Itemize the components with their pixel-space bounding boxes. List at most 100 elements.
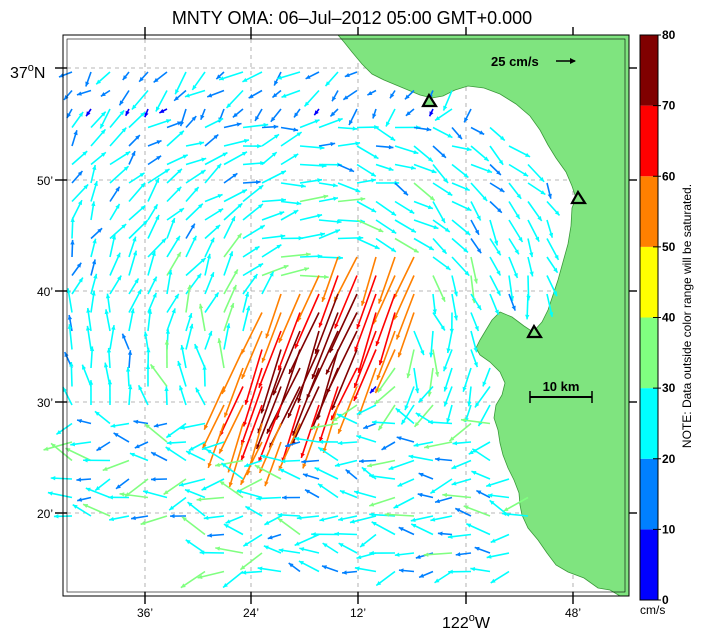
current-vector-head — [497, 208, 502, 213]
current-vector-head — [241, 570, 247, 575]
current-vector-head — [396, 334, 401, 340]
current-vector-head — [476, 304, 482, 310]
current-vector-head — [424, 444, 429, 449]
current-vector-head — [139, 76, 144, 82]
current-vector-head — [434, 578, 440, 583]
current-vector-head — [443, 366, 448, 372]
current-vector-head — [232, 284, 237, 290]
current-vector — [239, 552, 263, 571]
current-vector — [218, 404, 244, 454]
current-vector-head — [107, 379, 113, 385]
current-vector-head — [472, 448, 478, 454]
current-vector-head — [410, 228, 416, 233]
current-vector-head — [375, 340, 380, 346]
current-vector-head — [96, 79, 102, 85]
current-vector-head — [257, 143, 262, 149]
current-vector-head — [451, 481, 457, 486]
current-vector-head — [326, 369, 331, 375]
current-vector-head — [479, 130, 485, 135]
current-vector-head — [267, 535, 273, 540]
current-vector — [358, 367, 377, 416]
current-vector — [181, 516, 206, 536]
current-vector — [219, 480, 244, 499]
current-vector-head — [474, 546, 480, 551]
current-vector — [223, 284, 237, 313]
current-vector-head — [226, 323, 231, 329]
current-vector-head — [69, 361, 74, 367]
current-vector-head — [164, 386, 169, 392]
current-vector-head — [252, 274, 258, 280]
current-vector — [281, 404, 301, 463]
current-vector-head — [206, 449, 212, 454]
current-vector-head — [97, 228, 103, 233]
colorbar-tick-label: 0 — [662, 593, 669, 607]
current-vector — [321, 256, 339, 303]
colorbar-tick-label: 80 — [662, 28, 676, 42]
current-vector-head — [119, 492, 125, 497]
current-vector-head — [104, 309, 109, 315]
current-vector-head — [337, 428, 342, 434]
current-vector-head — [236, 122, 242, 127]
current-vector-head — [280, 459, 286, 464]
current-vector — [361, 256, 377, 306]
current-vector-head — [159, 108, 165, 113]
current-vector-head — [180, 425, 185, 430]
current-vector — [384, 513, 415, 517]
current-vector-head — [216, 163, 222, 169]
current-vector-head — [467, 401, 472, 407]
current-vector-head — [440, 218, 446, 224]
current-vector — [201, 404, 225, 449]
current-vector-head — [257, 566, 263, 571]
current-vector-head — [376, 374, 381, 380]
current-vector-head — [223, 524, 229, 529]
current-vector-head — [254, 246, 260, 251]
current-vector-head — [111, 234, 117, 240]
current-vector-head — [473, 362, 478, 368]
current-vector — [311, 367, 339, 430]
current-vector-head — [374, 244, 380, 249]
current-vector-head — [395, 408, 401, 413]
current-vector — [277, 517, 301, 536]
current-vector-head — [88, 380, 94, 385]
current-vector — [240, 312, 263, 355]
current-vector-head — [332, 416, 338, 422]
current-vector-head — [455, 508, 461, 513]
lat-label-30: 30’ — [37, 396, 53, 410]
current-vector — [280, 267, 310, 277]
current-vector-head — [329, 347, 334, 353]
current-vector-head — [100, 92, 106, 97]
current-vector-head — [161, 238, 167, 244]
current-vector-head — [294, 112, 299, 118]
current-vector-head — [296, 132, 302, 137]
current-vector — [242, 367, 263, 427]
current-vector-head — [188, 446, 194, 451]
current-vector-head — [121, 224, 127, 229]
current-vector-head — [200, 258, 206, 263]
current-vector-head — [443, 401, 449, 407]
current-vector-head — [277, 365, 282, 371]
current-vector-head — [293, 127, 299, 132]
current-vector — [258, 423, 282, 474]
current-vector — [442, 493, 472, 499]
coastline-land — [337, 34, 630, 597]
current-vector — [180, 570, 206, 589]
current-vector-head — [66, 112, 72, 118]
current-vector-head — [363, 424, 369, 429]
current-vector-head — [201, 157, 207, 162]
current-vector-head — [70, 217, 75, 223]
current-vector-head — [273, 124, 279, 129]
current-vector-head — [219, 448, 224, 454]
current-vector-head — [460, 418, 466, 423]
current-vector-head — [109, 516, 114, 522]
lat-label-50: 50’ — [37, 174, 53, 188]
current-vector — [378, 256, 396, 304]
current-vector-head — [264, 520, 270, 525]
current-vector-head — [294, 343, 299, 349]
current-vector-head — [119, 110, 125, 116]
current-vector — [241, 330, 263, 380]
current-vector-head — [182, 516, 187, 522]
current-vector-head — [164, 169, 170, 174]
current-vector-head — [418, 397, 424, 403]
current-vector-head — [333, 196, 338, 201]
current-vector-head — [324, 274, 329, 280]
